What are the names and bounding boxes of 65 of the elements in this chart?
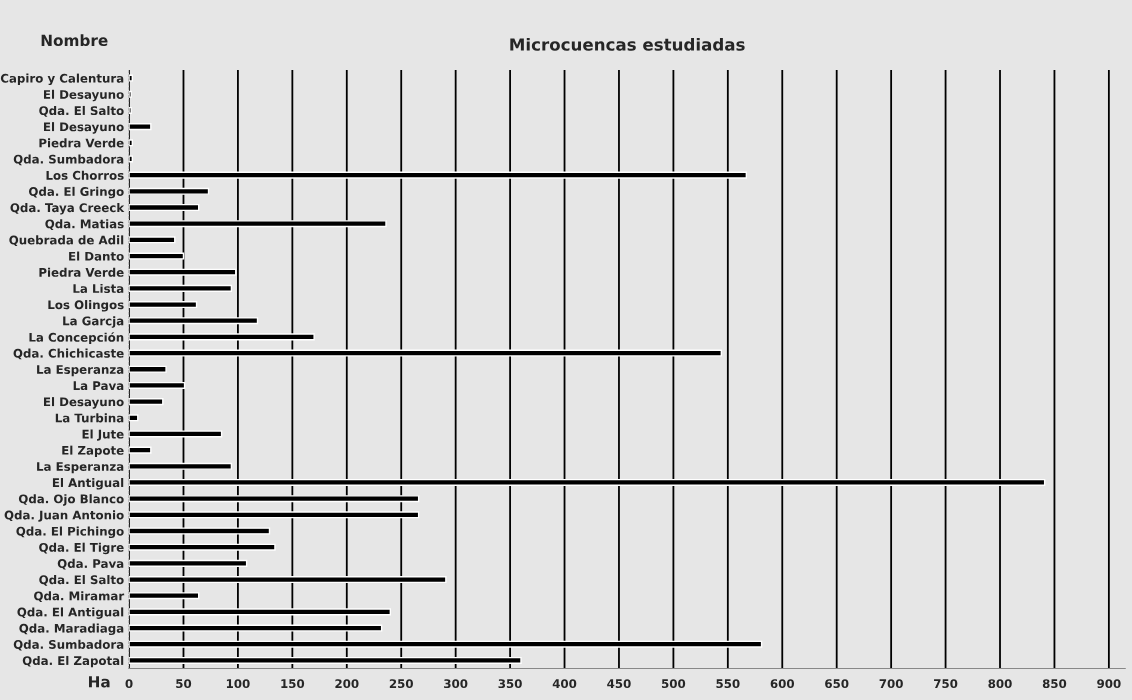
x-axis-title: Ha bbox=[89, 676, 110, 688]
x-tick-label: 750 bbox=[934, 679, 958, 689]
y-tick-label: La Esperanza bbox=[37, 462, 124, 474]
x-tick-label: 650 bbox=[825, 679, 849, 689]
y-tick-label: La Turbina bbox=[55, 413, 124, 423]
y-tick-label: La Garcja bbox=[63, 316, 124, 328]
x-tick-label: 100 bbox=[226, 679, 250, 689]
x-tick-label: 200 bbox=[335, 679, 359, 689]
x-tick-label: 250 bbox=[389, 679, 413, 689]
y-tick-label: Qda. Juan Antonio bbox=[4, 510, 124, 522]
y-tick-label: Qda. El Salto bbox=[39, 575, 124, 586]
y-tick-label: El Zapote bbox=[62, 445, 124, 458]
y-tick-label: Qda. Sumbadora bbox=[13, 154, 124, 166]
y-tick-label: Qda. El Antigual bbox=[17, 607, 124, 619]
chart-title: Microcuencas estudiadas bbox=[510, 37, 745, 51]
y-tick-label: Qda. Maradiaga bbox=[19, 623, 124, 636]
y-tick-label: La Esperanza bbox=[37, 365, 124, 377]
x-tick-label: 900 bbox=[1097, 679, 1121, 689]
y-tick-label: El Danto bbox=[69, 251, 124, 261]
y-tick-label: Piedra Verde bbox=[39, 267, 124, 277]
y-tick-label: Qda. Ojo Blanco bbox=[18, 494, 124, 506]
x-tick-label: 350 bbox=[498, 679, 522, 689]
y-tick-label: La Pava bbox=[73, 381, 124, 391]
y-tick-label: Qda. El Pichingo bbox=[16, 526, 124, 539]
x-tick-label: 0 bbox=[125, 679, 133, 689]
x-tick-label: 550 bbox=[716, 679, 740, 689]
y-tick-label: Los Chorros bbox=[46, 170, 124, 180]
x-tick-label: 450 bbox=[607, 679, 631, 689]
y-tick-label: Quebrada de Adil bbox=[9, 235, 124, 247]
x-tick-label: 50 bbox=[176, 679, 192, 689]
y-axis-title: Nombre bbox=[41, 34, 108, 47]
x-tick-label: 150 bbox=[281, 679, 305, 689]
bar bbox=[129, 365, 167, 373]
x-tick-label: 600 bbox=[770, 679, 795, 689]
y-tick-label: Los Olingos bbox=[48, 300, 124, 312]
y-tick-label: Qda. Taya Creeck bbox=[10, 203, 125, 215]
x-tick-label: 800 bbox=[988, 679, 1012, 689]
y-tick-label: Qda. Matias bbox=[45, 219, 124, 230]
y-tick-label: El Desayuno bbox=[44, 397, 124, 409]
y-tick-label: Qda. El Salto bbox=[39, 105, 124, 117]
y-tick-label: Qda. Miramar bbox=[34, 591, 125, 602]
bar bbox=[129, 236, 176, 244]
x-tick-label: 700 bbox=[879, 679, 903, 689]
bar bbox=[129, 398, 164, 406]
y-tick-label: El Antigual bbox=[52, 477, 124, 490]
y-tick-label: Qda. Pava bbox=[57, 558, 124, 570]
x-tick-label: 300 bbox=[444, 679, 468, 689]
bar bbox=[129, 139, 134, 147]
x-tick-label: 850 bbox=[1042, 679, 1067, 689]
bar bbox=[129, 123, 152, 131]
x-tick-label: 500 bbox=[661, 679, 686, 689]
y-tick-label: La Lista bbox=[73, 283, 124, 294]
y-tick-label: Qda. El Tigre bbox=[39, 542, 124, 555]
y-tick-label: El Desayuno bbox=[44, 122, 124, 134]
y-tick-label: Qda. Sumbadora bbox=[13, 639, 124, 651]
y-tick-label: Qda. El Gringo bbox=[28, 186, 124, 199]
bar bbox=[129, 446, 152, 454]
y-tick-label: Capiro y Calentura bbox=[0, 73, 124, 86]
y-tick-label: Piedra Verde bbox=[39, 138, 124, 148]
y-tick-label: Qda. El Zapotal bbox=[22, 655, 124, 668]
y-tick-label: El Desayuno bbox=[44, 89, 124, 102]
y-tick-label: Qda. Chichicaste bbox=[13, 348, 124, 360]
y-tick-label: El Jute bbox=[82, 429, 124, 441]
x-tick-label: 400 bbox=[552, 679, 577, 689]
y-tick-label: La Concepción bbox=[29, 332, 124, 345]
